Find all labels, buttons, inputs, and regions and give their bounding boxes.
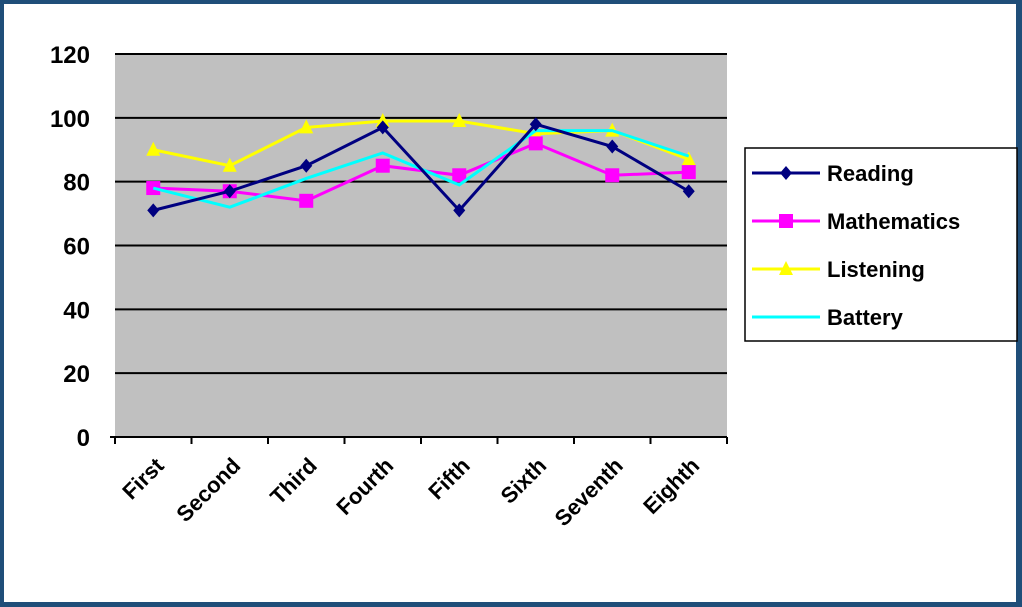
x-tick-label-seventh: Seventh: [550, 453, 628, 531]
data-point-reading: [606, 139, 619, 154]
data-point-listening: [146, 141, 161, 156]
data-point-listening: [452, 113, 467, 128]
y-tick-label: 40: [63, 297, 90, 324]
data-point-reading: [376, 120, 389, 135]
x-tick-label-third: Third: [265, 453, 322, 510]
data-point-listening: [222, 157, 237, 172]
data-point-mathematics: [299, 193, 314, 208]
legend-box: [744, 147, 1018, 342]
data-point-listening: [299, 119, 314, 134]
legend-label-battery: Battery: [827, 305, 904, 330]
y-tick-label: 0: [77, 425, 90, 452]
grid-lines: [115, 53, 727, 375]
x-tick-label-sixth: Sixth: [496, 453, 552, 509]
data-point-listening: [528, 125, 543, 140]
y-tick-label: 100: [50, 106, 90, 133]
legend-marker-reading: [780, 166, 792, 180]
legend-marker-listening: [779, 261, 793, 275]
series-group: [146, 113, 696, 218]
y-tick-label: 120: [50, 42, 90, 69]
y-axis-ticks: 0 20 40 60 80 100 120: [50, 42, 90, 452]
data-point-reading: [682, 184, 695, 199]
x-tick-label-first: First: [117, 452, 169, 504]
legend-label-mathematics: Mathematics: [827, 209, 960, 234]
data-point-mathematics: [452, 168, 467, 183]
series-line-reading: [152, 122, 690, 213]
data-point-mathematics: [528, 136, 543, 151]
data-point-reading: [453, 203, 466, 218]
legend: Reading Mathematics Listening Battery: [744, 147, 1018, 342]
y-tick-label: 60: [63, 234, 90, 261]
data-point-mathematics: [681, 165, 696, 180]
data-point-listening: [681, 151, 696, 166]
x-tick-label-eighth: Eighth: [638, 453, 704, 519]
data-point-mathematics: [605, 168, 620, 183]
data-point-reading: [529, 117, 542, 132]
y-tick-label: 80: [63, 170, 90, 197]
x-tick-label-second: Second: [171, 453, 245, 527]
data-point-reading: [300, 158, 313, 173]
legend-label-listening: Listening: [827, 257, 925, 282]
x-tick-label-fourth: Fourth: [331, 453, 398, 520]
data-point-mathematics: [375, 158, 390, 173]
legend-marker-mathematics: [779, 214, 793, 228]
data-point-reading: [147, 203, 160, 218]
y-tick-label: 20: [63, 361, 90, 388]
data-point-reading: [223, 184, 236, 199]
data-point-listening: [375, 113, 390, 128]
legend-label-reading: Reading: [827, 161, 914, 186]
x-tick-label-fifth: Fifth: [423, 453, 474, 504]
